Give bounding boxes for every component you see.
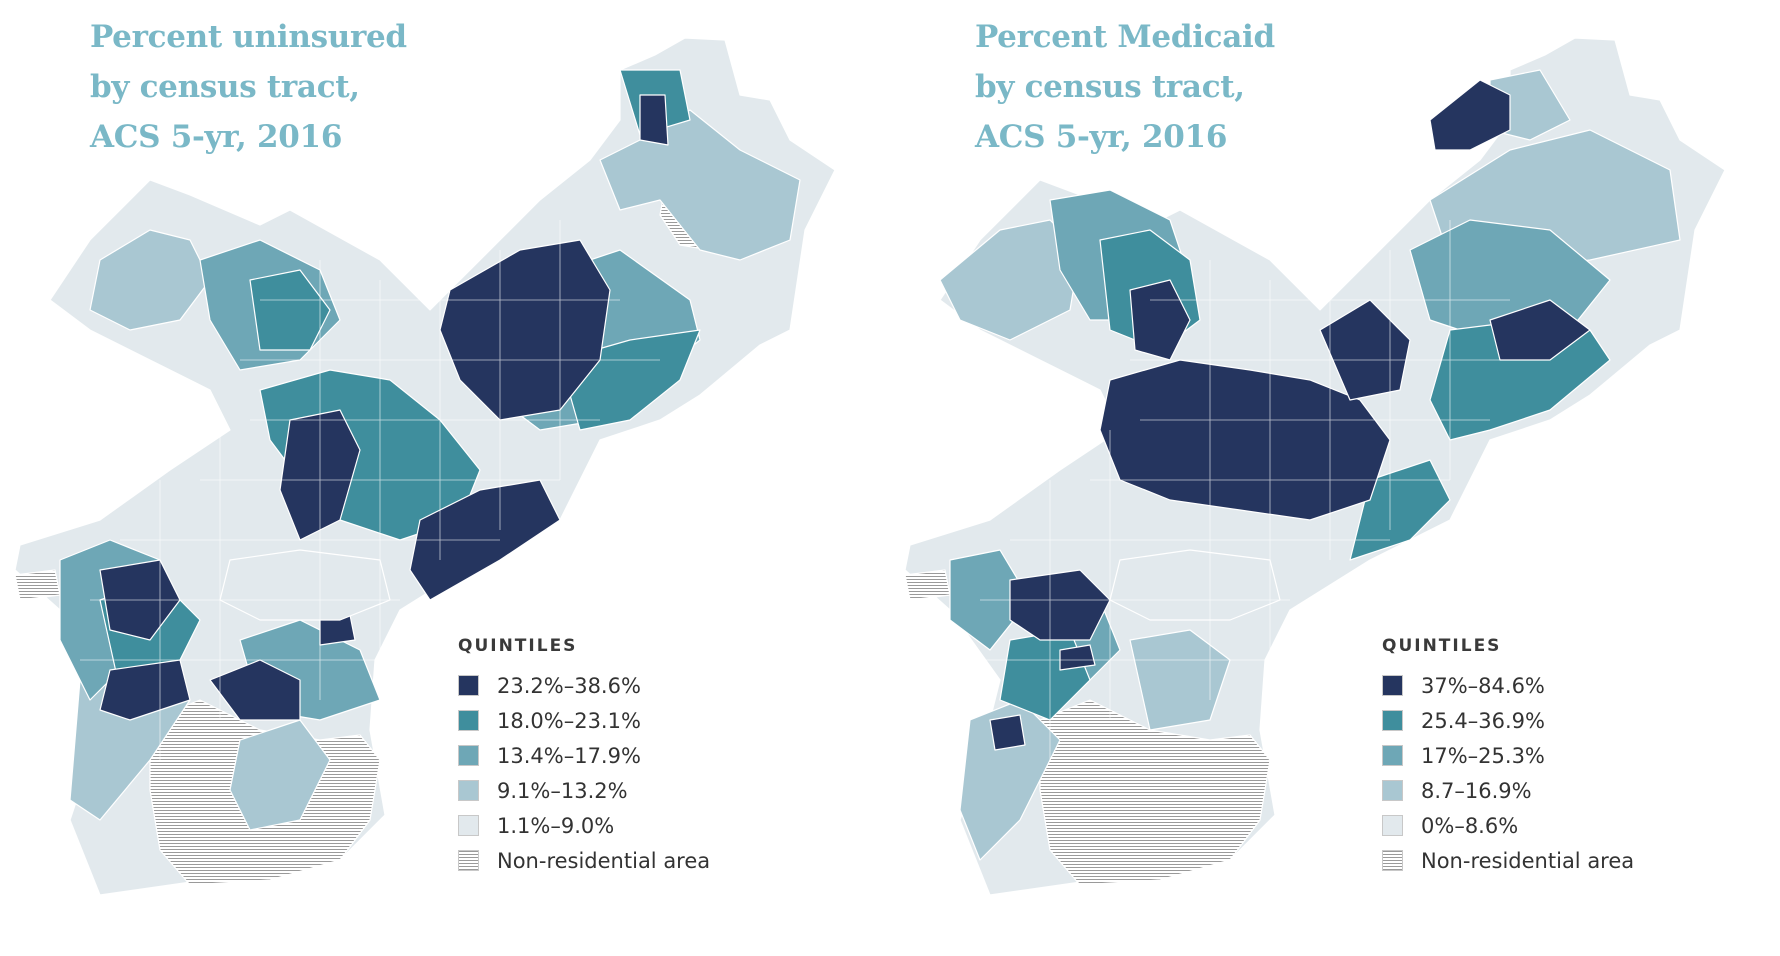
- legend-swatch: [1382, 780, 1403, 801]
- legend-item-q2: 25.4–36.9%: [1382, 703, 1634, 738]
- legend-item-q1: 37%–84.6%: [1382, 668, 1634, 703]
- tract-q1: [989, 714, 1026, 751]
- legend-item-q5: 1.1%–9.0%: [458, 808, 710, 843]
- legend-item-q4: 8.7–16.9%: [1382, 773, 1634, 808]
- legend-item-q5: 0%–8.6%: [1382, 808, 1634, 843]
- legend-label: 25.4–36.9%: [1421, 708, 1545, 733]
- title-line: by census tract,: [90, 69, 360, 105]
- legend-swatch: [1382, 710, 1403, 731]
- legend-label: 1.1%–9.0%: [497, 813, 615, 838]
- tract-q4: [89, 229, 211, 331]
- map-title: Percent uninsured by census tract, ACS 5…: [90, 12, 407, 162]
- legend-item-non-residential: Non-residential area: [458, 843, 710, 878]
- legend-label: Non-residential area: [497, 848, 711, 873]
- legend-label: 23.2%–38.6%: [497, 673, 641, 698]
- tract-boundaries: [80, 220, 660, 760]
- legend-item-q3: 17%–25.3%: [1382, 738, 1634, 773]
- legend-item-q2: 18.0%–23.1%: [458, 703, 710, 738]
- tract-q1: [1429, 79, 1511, 151]
- tract-q4: [1129, 629, 1231, 731]
- uninsured-map-panel: Percent uninsured by census tract, ACS 5…: [14, 12, 836, 896]
- legend-label: 18.0%–23.1%: [497, 708, 641, 733]
- uninsured-choropleth-map: [14, 37, 836, 896]
- legend-item-q3: 13.4%–17.9%: [458, 738, 710, 773]
- tract-q1: [1009, 569, 1111, 641]
- legend-label: 13.4%–17.9%: [497, 743, 641, 768]
- tract-q1: [639, 94, 669, 146]
- tract-boundaries: [970, 220, 1550, 760]
- non-residential-west: [904, 569, 951, 601]
- legend-swatch: [458, 745, 479, 766]
- legend-swatch: [458, 815, 479, 836]
- legend-swatch: [458, 675, 479, 696]
- legend-item-q1: 23.2%–38.6%: [458, 668, 710, 703]
- legend-label: 9.1%–13.2%: [497, 778, 628, 803]
- tract-q5: [219, 549, 391, 621]
- tract-q1: [209, 659, 301, 721]
- legend-label: 37%–84.6%: [1421, 673, 1545, 698]
- legend-item-non-residential: Non-residential area: [1382, 843, 1634, 878]
- map-legend: QUINTILES 23.2%–38.6% 18.0%–23.1% 13.4%–…: [458, 636, 710, 878]
- tract-q1: [1319, 299, 1411, 401]
- legend-swatch: [1382, 815, 1403, 836]
- map-legend: QUINTILES 37%–84.6% 25.4–36.9% 17%–25.3%…: [1382, 636, 1634, 878]
- legend-swatch-hatch: [458, 850, 479, 871]
- legend-swatch: [1382, 675, 1403, 696]
- legend-swatch-hatch: [1382, 850, 1403, 871]
- tract-q5: [1109, 549, 1281, 621]
- legend-swatch: [1382, 745, 1403, 766]
- title-line: by census tract,: [975, 69, 1245, 105]
- legend-label: 0%–8.6%: [1421, 813, 1519, 838]
- legend-label: 17%–25.3%: [1421, 743, 1545, 768]
- legend-heading: QUINTILES: [1382, 636, 1502, 656]
- tract-q1: [439, 239, 611, 421]
- legend-heading: QUINTILES: [458, 636, 578, 656]
- title-line: Percent Medicaid: [975, 19, 1275, 55]
- legend-item-q4: 9.1%–13.2%: [458, 773, 710, 808]
- non-residential-west: [14, 569, 61, 601]
- title-line: ACS 5-yr, 2016: [975, 119, 1228, 155]
- title-line: Percent uninsured: [90, 19, 407, 55]
- tract-q1: [1059, 644, 1096, 671]
- city-outline: [14, 37, 836, 896]
- legend-swatch: [458, 710, 479, 731]
- legend-label: 8.7–16.9%: [1421, 778, 1532, 803]
- legend-swatch: [458, 780, 479, 801]
- legend-label: Non-residential area: [1421, 848, 1635, 873]
- title-line: ACS 5-yr, 2016: [90, 119, 343, 155]
- tract-q1: [1489, 299, 1591, 361]
- medicaid-map-panel: Percent Medicaid by census tract, ACS 5-…: [890, 0, 1780, 956]
- medicaid-choropleth-map: [904, 37, 1726, 896]
- map-title: Percent Medicaid by census tract, ACS 5-…: [975, 12, 1275, 162]
